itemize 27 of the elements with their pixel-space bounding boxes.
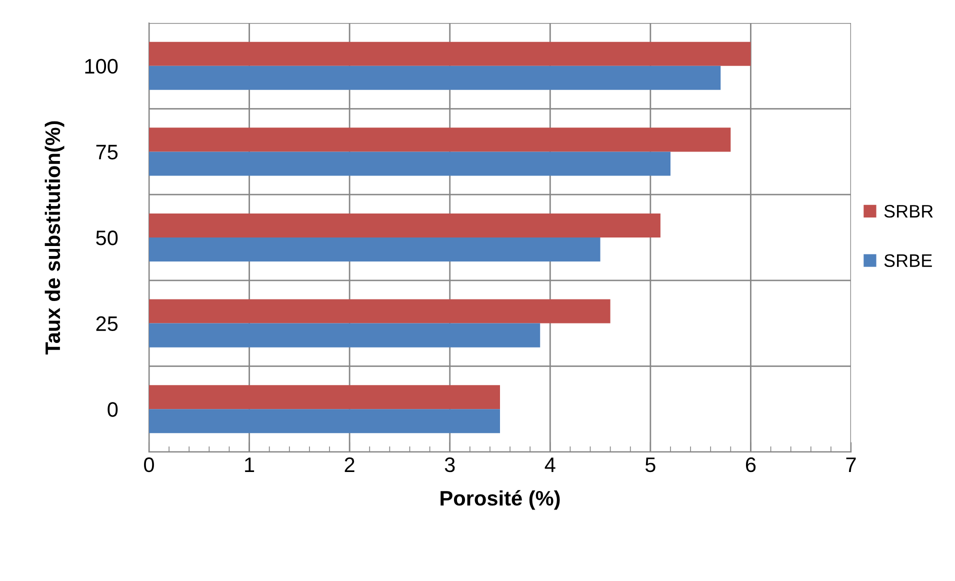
x-tick-label: 1 [245, 458, 254, 472]
y-axis-title: Taux de substitution(%) [44, 121, 64, 355]
x-tick-label: 0 [144, 457, 154, 472]
y-tick-label: 100 [85, 58, 118, 74]
x-tick-label: 6 [746, 457, 756, 472]
x-tick-label: 2 [344, 457, 354, 472]
bar [149, 152, 670, 176]
y-tick-label: 0 [108, 402, 118, 417]
bar [149, 299, 610, 324]
x-tick-label: 3 [444, 457, 455, 472]
y-tick-label: 50 [96, 230, 118, 246]
x-tick-label: 7 [846, 458, 856, 472]
bar [149, 213, 660, 238]
legend-label: SRBR [884, 204, 933, 218]
y-tick-label: 75 [96, 144, 118, 160]
bar [149, 385, 500, 410]
x-tick-label: 5 [645, 458, 656, 472]
bar [149, 409, 500, 434]
x-tick-label: 4 [544, 458, 556, 472]
legend-label: SRBE [884, 254, 932, 268]
bar [149, 128, 731, 152]
bar [149, 42, 751, 66]
bar [149, 238, 600, 262]
x-axis-title: Porosité (%) [440, 490, 560, 510]
bar [149, 323, 540, 348]
y-tick-label: 25 [96, 316, 118, 332]
bar [149, 66, 721, 90]
